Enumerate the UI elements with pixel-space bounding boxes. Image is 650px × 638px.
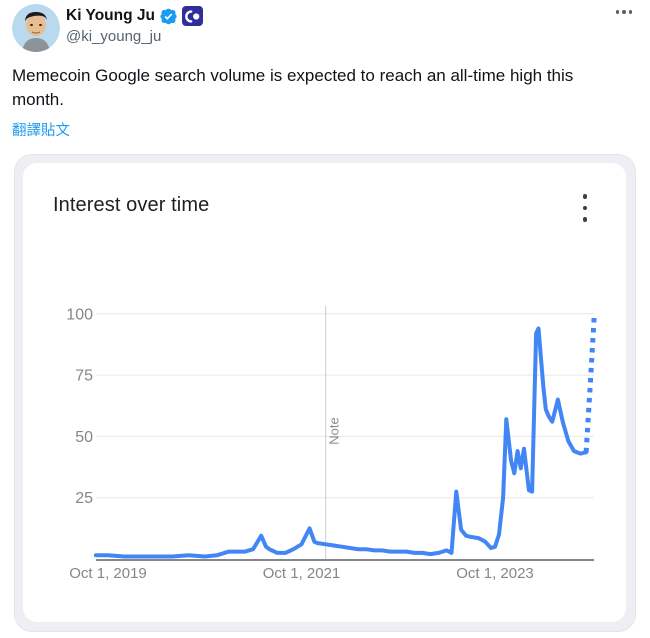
note-annotation-label: Note xyxy=(327,417,342,444)
kebab-dot xyxy=(582,194,588,199)
name-row: Ki Young Ju xyxy=(66,6,203,26)
google-trends-card: Interest over time 25 50 75 100 Note Oct 1, 2… xyxy=(14,154,636,632)
kebab-dot xyxy=(582,217,588,222)
affiliate-badge-cryptoquant[interactable] xyxy=(181,6,203,26)
more-button[interactable] xyxy=(610,4,638,26)
x-axis-label: Oct 1, 2021 xyxy=(263,565,341,582)
y-axis-label: 50 xyxy=(75,429,93,446)
y-axis-label: 100 xyxy=(66,306,93,323)
handle: @ki_young_ju xyxy=(66,28,162,45)
verified-badge-icon xyxy=(159,7,178,26)
avatar[interactable] xyxy=(12,4,60,52)
display-name[interactable]: Ki Young Ju xyxy=(66,7,155,24)
projected-trend-line xyxy=(583,316,597,453)
more-dot xyxy=(622,10,626,14)
tweet-text: Memecoin Google search volume is expecte… xyxy=(12,66,574,109)
chart-options-menu-button[interactable] xyxy=(572,191,598,225)
y-axis-label: 75 xyxy=(75,368,93,385)
trend-line xyxy=(93,326,589,559)
y-axis-label: 25 xyxy=(75,490,93,507)
more-dot xyxy=(615,10,620,14)
translate-post-link[interactable]: 翻譯貼文 xyxy=(12,123,70,139)
kebab-dot xyxy=(582,205,588,211)
interest-over-time-chart: 25 50 75 100 Note Oct 1, 2019 Oct 1, 2021 Oct 1… xyxy=(66,306,597,582)
avatar-image xyxy=(12,4,60,52)
more-dot xyxy=(628,10,633,14)
x-axis-label: Oct 1, 2023 xyxy=(456,565,534,582)
chart-title: Interest over time xyxy=(53,194,210,216)
trends-widget: Interest over time 25 50 75 100 Note Oct 1, 2… xyxy=(23,163,626,622)
x-axis-label: Oct 1, 2019 xyxy=(69,565,147,582)
